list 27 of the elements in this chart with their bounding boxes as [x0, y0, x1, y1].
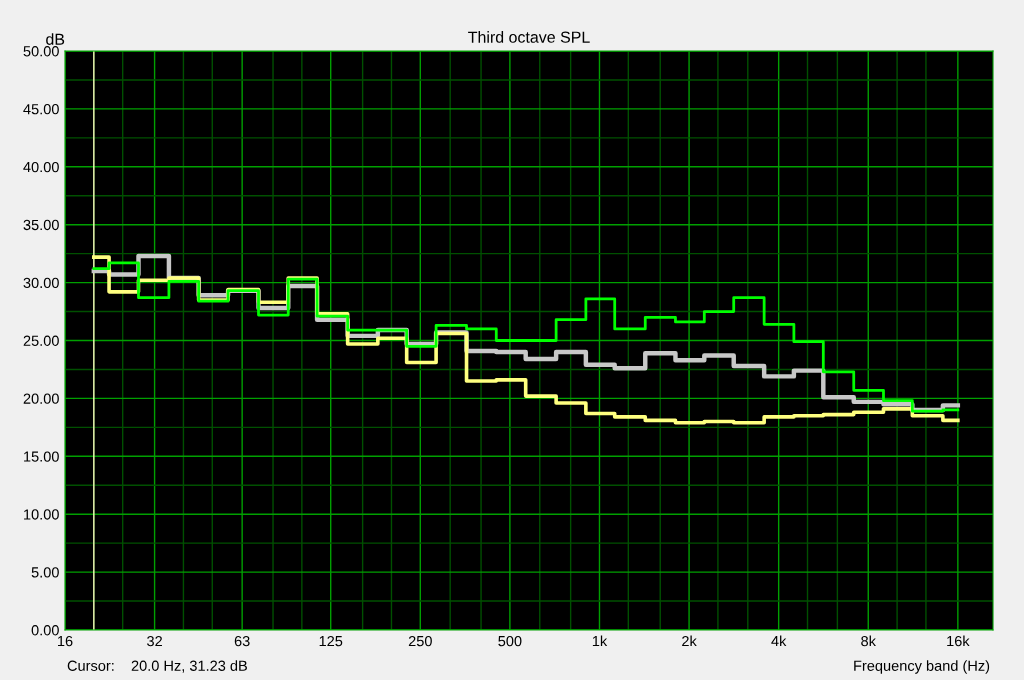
- text: 20.0 Hz, 31.23 dB: [131, 660, 247, 673]
- y-tick-label: 40.00: [23, 161, 59, 173]
- x-tick-label: 16k: [947, 635, 970, 647]
- x-tick-label: 8k: [861, 635, 876, 647]
- x-tick-label: 250: [408, 635, 432, 647]
- y-tick-label: 30.00: [23, 277, 59, 289]
- x-tick-label: 500: [498, 635, 522, 647]
- text: Cursor:: [67, 660, 114, 671]
- y-tick-label: 20.00: [23, 393, 59, 404]
- x-tick-label: 32: [147, 635, 162, 647]
- y-tick-label: 35.00: [23, 219, 59, 231]
- y-tick-label: 50.00: [23, 46, 59, 57]
- x-tick-label: 1k: [592, 635, 608, 647]
- x-tick-label: 2k: [682, 635, 697, 647]
- y-tick-label: 25.00: [23, 335, 59, 346]
- y-tick-label: 15.00: [24, 451, 59, 462]
- x-tick-label: 63: [234, 635, 250, 647]
- y-tick-label: 5.00: [31, 567, 59, 578]
- x-tick-label: 16: [58, 635, 73, 647]
- x-tick-label: 4k: [771, 635, 787, 647]
- x-tick-label: 125: [319, 635, 343, 647]
- y-axis-title: dB: [46, 33, 65, 45]
- y-tick-label: 0.00: [31, 625, 59, 636]
- y-tick-label: 10.00: [24, 509, 59, 520]
- y-tick-label: 45.00: [23, 104, 59, 115]
- chart-title: Third octave SPL: [468, 31, 590, 43]
- x-axis-title: Frequency band (Hz): [854, 660, 990, 674]
